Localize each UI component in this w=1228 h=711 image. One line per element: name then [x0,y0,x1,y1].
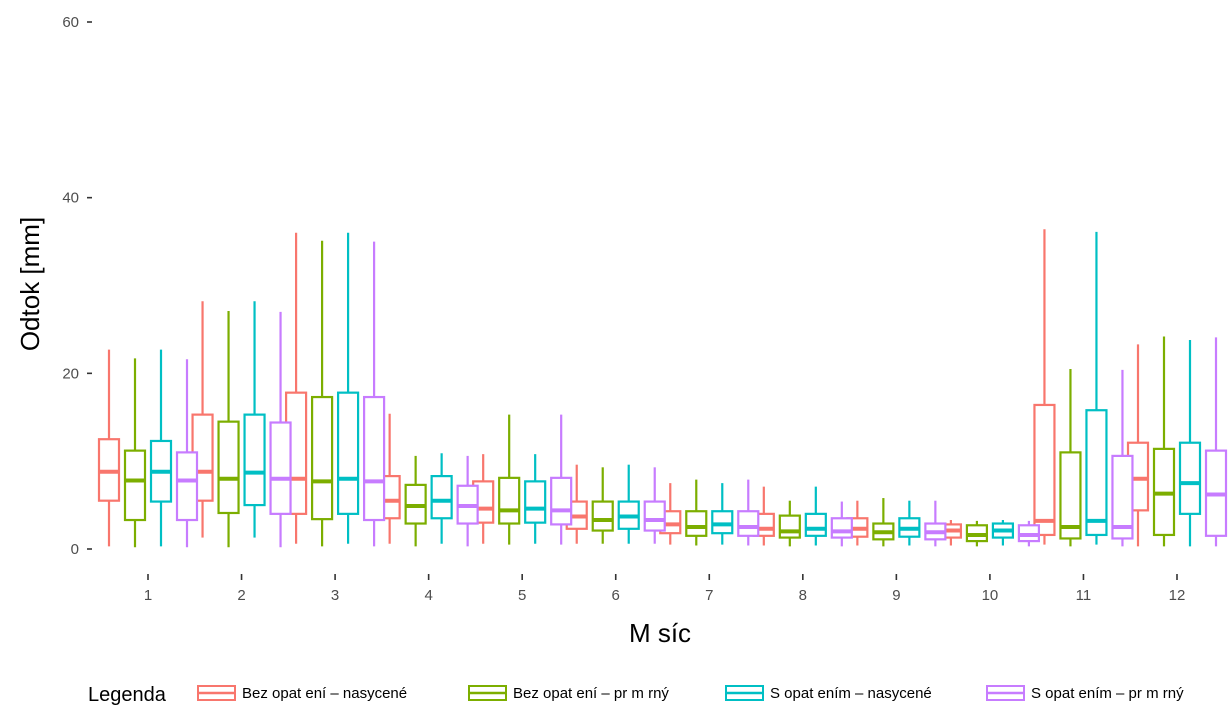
box-9-series-4 [924,500,947,547]
box-iqr [550,476,573,526]
box-iqr [591,500,614,532]
box-8-series-4 [830,501,853,547]
legend-label: Bez opat ení – pr m rný [513,685,669,702]
box-7-series-4 [737,479,760,546]
box-4-series-3 [430,453,453,544]
box-7-series-2 [685,479,708,546]
box-3-series-3 [336,232,360,544]
box-iqr [1059,451,1082,540]
legend-item-3: S opat ením – nasycené [725,685,932,702]
box-iqr [123,449,147,522]
y-tick-label: 40 [62,190,79,207]
x-tick-label: 4 [424,587,432,604]
x-tick-label: 1 [144,587,152,604]
box-4-series-4 [456,455,479,547]
box-5-series-4 [550,414,573,545]
box-iqr [737,510,760,537]
box-9-series-3 [898,500,921,546]
y-tick-label: 0 [71,541,79,558]
box-10-series-4 [1017,520,1041,547]
box-2-series-3 [243,301,266,538]
y-tick-label: 60 [62,14,79,31]
box-5-series-3 [524,454,547,544]
box-5-series-2 [498,414,521,545]
box-3-series-4 [362,241,386,547]
legend-key [725,685,764,701]
box-iqr [804,512,827,537]
box-12-series-4 [1204,337,1228,547]
legend-label: S opat ením – pr m rný [1031,685,1184,702]
x-tick-label: 11 [1076,587,1092,604]
y-tick-label: 20 [62,365,79,382]
legend-item-2: Bez opat ení – pr m rný [468,685,669,702]
y-axis: 0 20 40 60 [62,14,92,558]
box-iqr [1178,441,1202,515]
box-3-series-2 [310,240,334,547]
box-iqr [711,510,734,535]
box-9-series-2 [872,498,895,547]
plot-area [97,229,1228,548]
box-11-series-1 [1033,229,1056,545]
legend-key [197,685,236,701]
y-axis-title: Odtok [mm] [15,217,45,351]
box-10-series-3 [991,520,1015,546]
box-11-series-3 [1085,231,1108,545]
box-2-series-4 [269,311,292,548]
box-iqr [310,395,334,521]
x-tick-label: 3 [331,587,339,604]
box-iqr [830,517,853,539]
box-6-series-3 [617,464,640,544]
legend-title: Legenda [88,684,167,706]
box-iqr [498,476,521,525]
box-iqr [336,391,360,515]
box-iqr [430,474,453,520]
legend: Legenda Bez opat ení – nasycené Bez opat … [88,684,1184,706]
x-tick-label: 12 [1169,587,1186,604]
x-tick-label: 8 [799,587,807,604]
box-6-series-2 [591,467,614,544]
box-1-series-3 [149,349,173,547]
box-7-series-3 [711,483,734,545]
box-1-series-4 [175,359,199,548]
box-iqr [243,413,266,507]
box-12-series-2 [1152,336,1176,547]
box-11-series-4 [1111,369,1134,547]
x-tick-label: 2 [237,587,245,604]
box-iqr [269,421,292,515]
box-1-series-2 [123,358,147,548]
box-iqr [1085,409,1108,537]
box-iqr [362,395,386,522]
x-tick-label: 9 [892,587,900,604]
box-iqr [1033,403,1056,537]
box-8-series-3 [804,486,827,546]
box-6-series-4 [643,467,666,544]
legend-item-4: S opat ením – pr m rný [986,685,1184,702]
box-12-series-3 [1178,339,1202,547]
box-iqr [175,451,199,522]
x-axis-title: M síc [629,618,691,648]
legend-key [468,685,507,701]
x-tick-label: 7 [705,587,713,604]
box-iqr [778,514,801,539]
box-iqr [685,510,708,537]
box-11-series-2 [1059,368,1082,547]
x-tick-label: 5 [518,587,526,604]
box-4-series-2 [404,455,427,547]
box-8-series-2 [778,500,801,547]
box-1-series-1 [97,349,121,547]
legend-key [986,685,1025,701]
box-iqr [1111,454,1134,540]
box-iqr [643,500,666,532]
legend-label: S opat ením – nasycené [770,685,932,702]
x-tick-label: 6 [612,587,620,604]
x-tick-label: 10 [982,587,999,604]
x-axis: 1 2 3 4 5 6 7 8 9 10 11 12 [144,574,1186,604]
legend-item-1: Bez opat ení – nasycené [197,685,407,702]
legend-label: Bez opat ení – nasycené [242,685,407,702]
box-iqr [217,420,240,515]
box-10-series-2 [965,520,989,547]
box-2-series-2 [217,310,240,548]
box-iqr [524,480,547,524]
